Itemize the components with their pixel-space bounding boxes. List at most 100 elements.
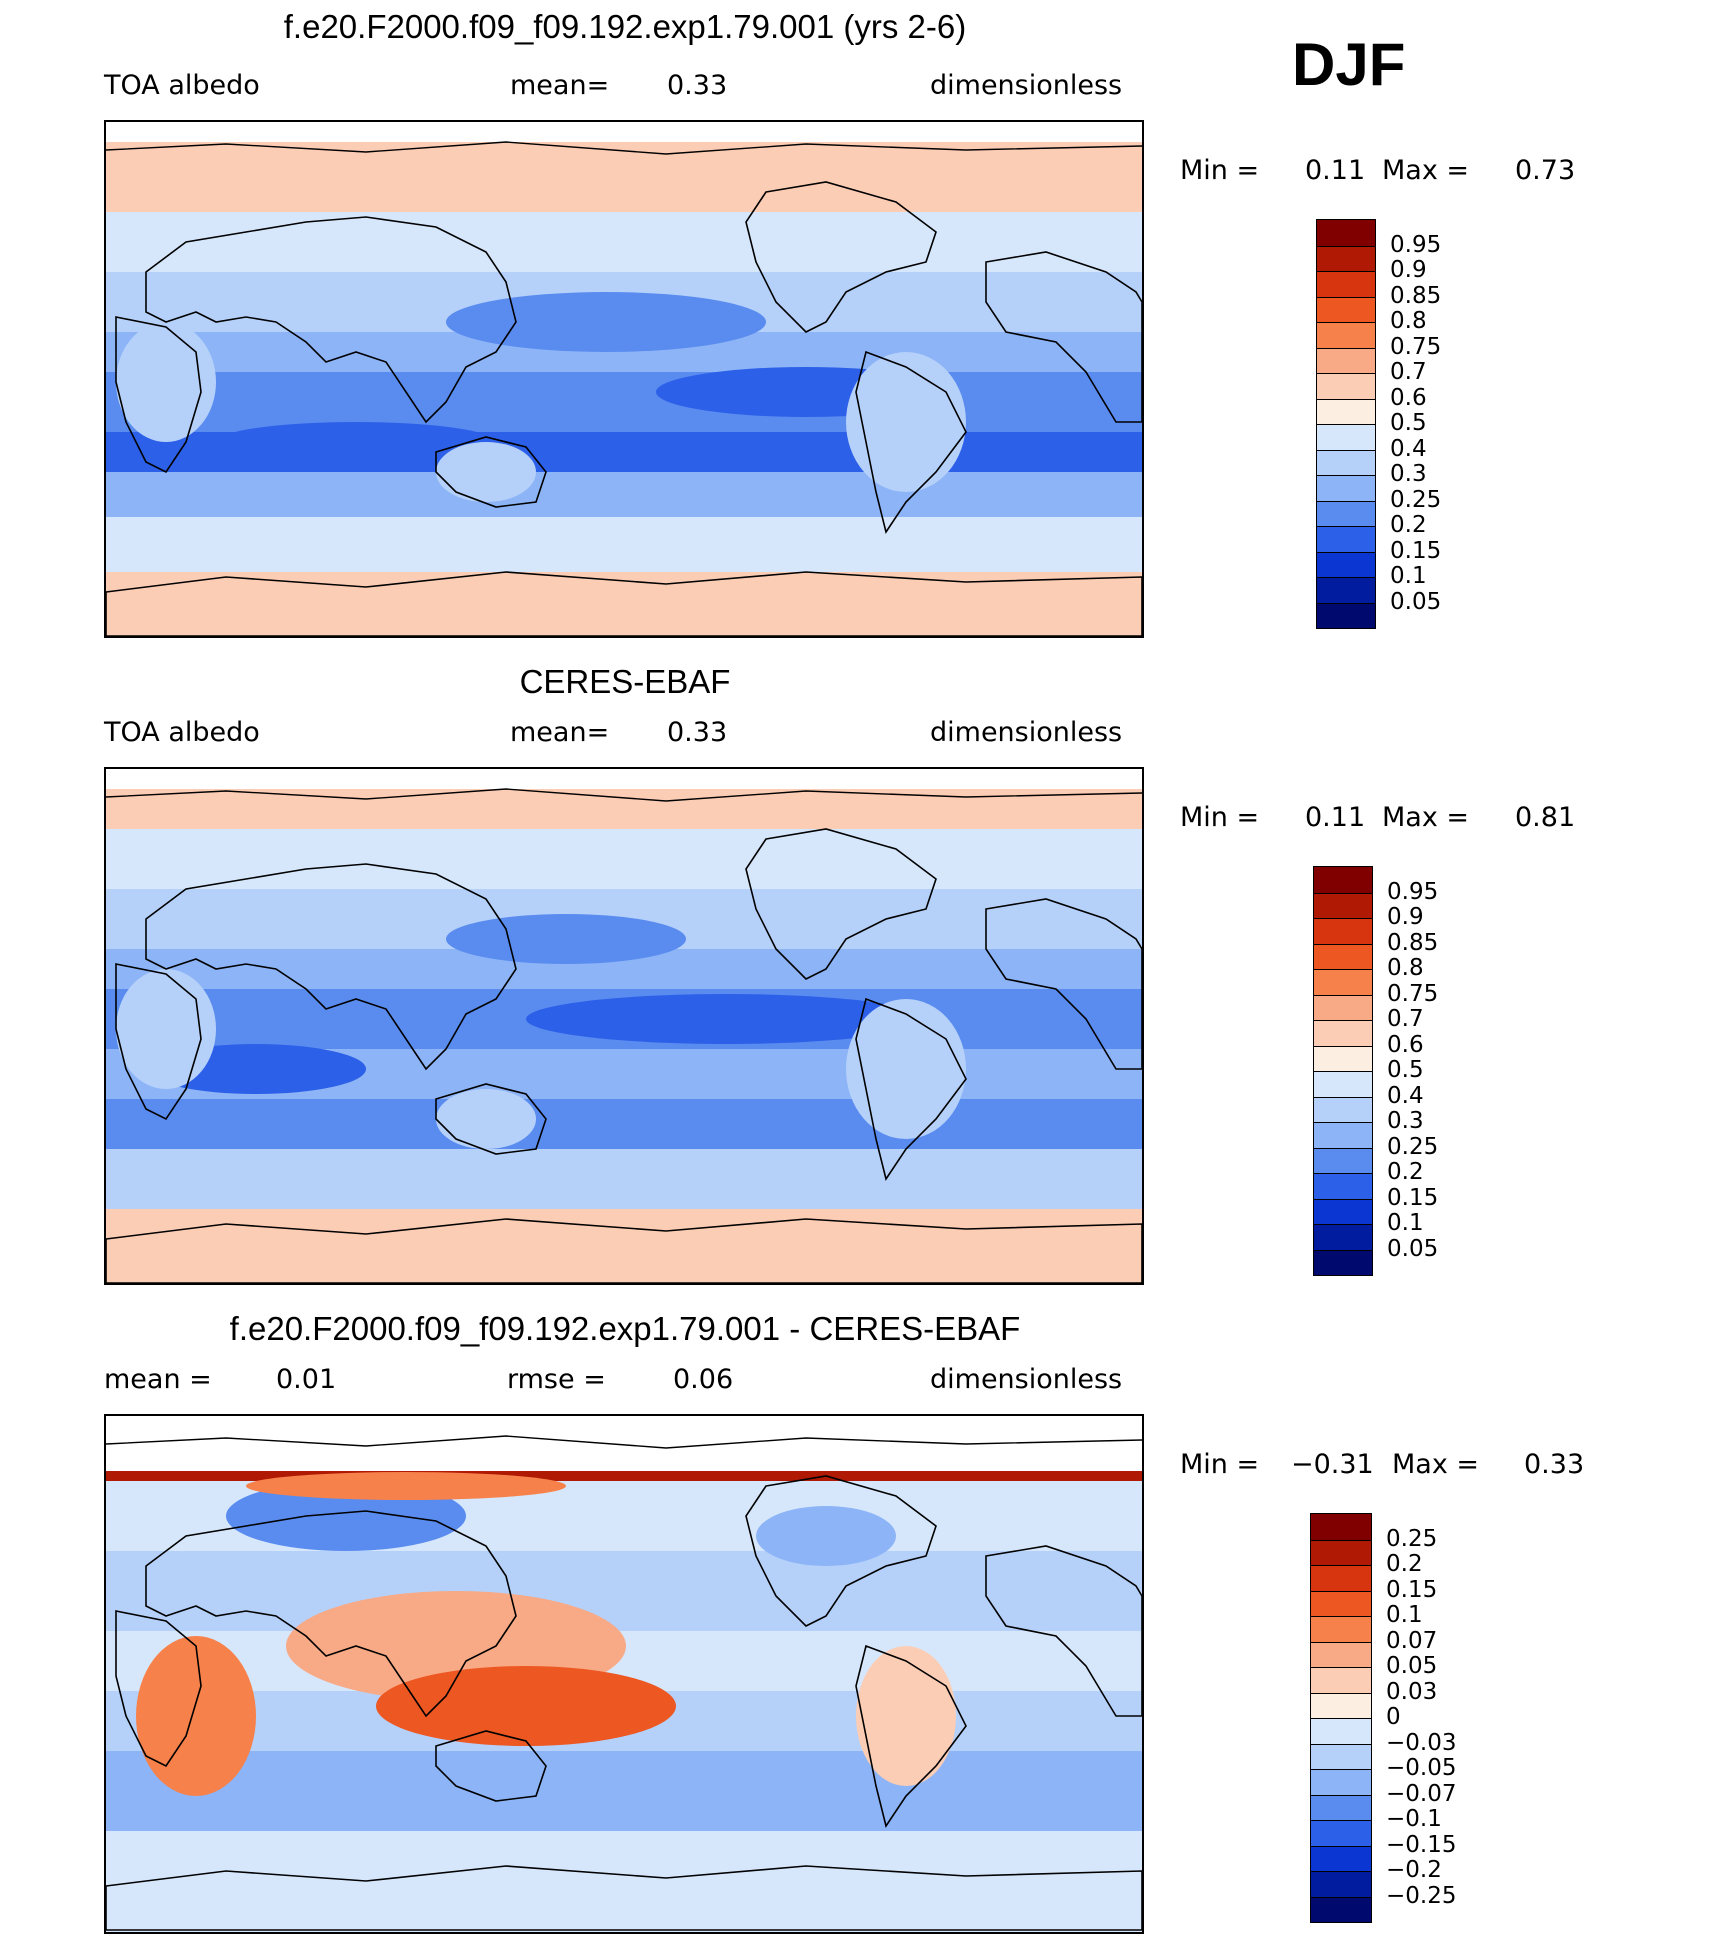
panel-2-mean-label: mean= bbox=[510, 717, 610, 748]
panel-3-colorbar bbox=[1310, 1513, 1372, 1923]
coastline bbox=[855, 350, 967, 534]
colorbar-tick-label: 0.75 bbox=[1390, 333, 1442, 360]
coastline bbox=[435, 436, 547, 508]
field-feature bbox=[526, 994, 926, 1044]
field-band bbox=[106, 1099, 1142, 1149]
colorbar-swatch bbox=[1311, 1539, 1371, 1565]
colorbar-swatch bbox=[1311, 1718, 1371, 1744]
field-band bbox=[106, 1831, 1142, 1932]
panel-1-units-label: dimensionless bbox=[930, 70, 1123, 101]
colorbar-tick-label: 0.25 bbox=[1386, 1525, 1438, 1552]
colorbar-swatch bbox=[1314, 1020, 1372, 1046]
field-band bbox=[106, 789, 1142, 829]
colorbar-tick-label: 0.9 bbox=[1387, 904, 1424, 930]
colorbar-tick-label: 0.4 bbox=[1390, 435, 1427, 462]
colorbar-tick-label: 0.03 bbox=[1386, 1678, 1438, 1705]
panel-1-mean-label: mean= bbox=[510, 70, 610, 101]
colorbar-swatch bbox=[1311, 1590, 1371, 1616]
coastline bbox=[985, 898, 1142, 1070]
colorbar-swatch bbox=[1311, 1616, 1371, 1642]
colorbar-swatch bbox=[1311, 1845, 1371, 1871]
field-band bbox=[106, 1209, 1142, 1283]
coastline bbox=[106, 1865, 1142, 1931]
panel-3-title: f.e20.F2000.f09_f09.192.exp1.79.001 - CE… bbox=[229, 1310, 1021, 1347]
panel-3-max-label: Max = bbox=[1392, 1449, 1480, 1480]
coastline bbox=[106, 1218, 1142, 1283]
panel-1-colorbar bbox=[1316, 219, 1376, 629]
coastline bbox=[855, 997, 967, 1181]
coastline bbox=[145, 216, 517, 424]
colorbar-tick-label: 0.2 bbox=[1390, 512, 1427, 538]
colorbar-swatch bbox=[1314, 1122, 1372, 1148]
colorbar-swatch bbox=[1317, 526, 1375, 552]
colorbar-swatch bbox=[1314, 1198, 1372, 1224]
colorbar-tick-label: 0.3 bbox=[1390, 461, 1427, 487]
panel-2-min-label: Min = bbox=[1180, 802, 1260, 833]
colorbar-swatch bbox=[1311, 1692, 1371, 1718]
panel-2-max-value: 0.81 bbox=[1515, 802, 1576, 833]
panel-3-min-label: Min = bbox=[1180, 1449, 1260, 1480]
panel-2-units-label: dimensionless bbox=[930, 717, 1123, 748]
colorbar-tick-label: 0.95 bbox=[1387, 878, 1439, 905]
coastline bbox=[145, 1510, 517, 1718]
colorbar-tick-label: 0.75 bbox=[1387, 980, 1439, 1007]
colorbar-tick-label: 0.05 bbox=[1386, 1653, 1438, 1679]
colorbar-tick-label: 0.25 bbox=[1387, 1133, 1439, 1160]
panel-1-min-value: 0.11 bbox=[1305, 155, 1366, 186]
colorbar-tick-label: 0.2 bbox=[1386, 1551, 1423, 1577]
coastline bbox=[435, 1083, 547, 1155]
field-band bbox=[106, 829, 1142, 889]
coastline bbox=[106, 141, 1142, 155]
coastline bbox=[435, 1730, 547, 1802]
colorbar-swatch bbox=[1311, 1896, 1371, 1922]
colorbar-tick-label: 0.1 bbox=[1387, 1210, 1424, 1236]
field-feature bbox=[136, 1636, 256, 1796]
colorbar-tick-label: 0.7 bbox=[1387, 1006, 1424, 1032]
panel-2-variable-label: TOA albedo bbox=[104, 717, 260, 748]
panel-1-variable-label: TOA albedo bbox=[104, 70, 260, 101]
colorbar-swatch bbox=[1317, 220, 1375, 246]
coastline bbox=[106, 571, 1142, 636]
field-band bbox=[106, 122, 1142, 142]
colorbar-swatch bbox=[1314, 1147, 1372, 1173]
field-band bbox=[106, 142, 1142, 212]
colorbar-swatch bbox=[1317, 449, 1375, 475]
panel-1-map bbox=[104, 120, 1144, 638]
field-feature bbox=[246, 1472, 566, 1500]
field-band bbox=[106, 1471, 1142, 1481]
colorbar-swatch bbox=[1314, 994, 1372, 1020]
field-feature bbox=[436, 442, 536, 502]
colorbar-tick-label: −0.05 bbox=[1386, 1755, 1457, 1781]
coastline bbox=[745, 828, 937, 980]
colorbar-tick-label: −0.03 bbox=[1386, 1729, 1457, 1756]
field-feature bbox=[756, 1506, 896, 1566]
panel-2-min-value: 0.11 bbox=[1305, 802, 1366, 833]
coastline bbox=[145, 863, 517, 1071]
coastline bbox=[115, 316, 202, 474]
colorbar-tick-label: 0.9 bbox=[1390, 257, 1427, 283]
coastline bbox=[106, 788, 1142, 802]
field-feature bbox=[846, 999, 966, 1139]
panel-3-units-label: dimensionless bbox=[930, 1364, 1123, 1395]
panel-3-min-value: −0.31 bbox=[1291, 1449, 1374, 1480]
colorbar-tick-label: −0.25 bbox=[1386, 1882, 1457, 1909]
colorbar-swatch bbox=[1311, 1514, 1371, 1540]
colorbar-swatch bbox=[1314, 867, 1372, 893]
colorbar-swatch bbox=[1314, 892, 1372, 918]
colorbar-tick-label: 0.15 bbox=[1390, 537, 1442, 564]
colorbar-tick-label: 0.15 bbox=[1386, 1576, 1438, 1603]
colorbar-swatch bbox=[1317, 475, 1375, 501]
colorbar-swatch bbox=[1314, 918, 1372, 944]
colorbar-swatch bbox=[1317, 500, 1375, 526]
panel-2-colorbar bbox=[1313, 866, 1373, 1276]
colorbar-swatch bbox=[1317, 373, 1375, 399]
colorbar-tick-label: 0.5 bbox=[1387, 1057, 1424, 1083]
field-band bbox=[106, 372, 1142, 432]
colorbar-swatch bbox=[1311, 1794, 1371, 1820]
colorbar-tick-label: 0.85 bbox=[1387, 929, 1439, 956]
colorbar-tick-label: 0.8 bbox=[1390, 308, 1427, 334]
colorbar-swatch bbox=[1311, 1820, 1371, 1846]
panel-1-title: f.e20.F2000.f09_f09.192.exp1.79.001 (yrs… bbox=[283, 8, 967, 45]
colorbar-swatch bbox=[1317, 398, 1375, 424]
panel-3-rmse-value: 0.06 bbox=[673, 1364, 734, 1395]
